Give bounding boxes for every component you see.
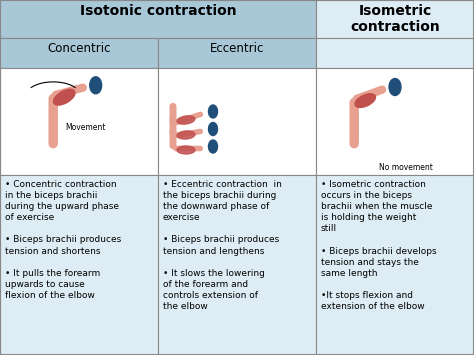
Bar <box>0 68 158 175</box>
Bar <box>0 38 158 68</box>
Ellipse shape <box>355 94 375 108</box>
Bar <box>0 175 158 355</box>
Ellipse shape <box>177 131 195 139</box>
Ellipse shape <box>389 78 401 95</box>
Text: Concentric: Concentric <box>47 42 111 55</box>
Text: Isometric
contraction: Isometric contraction <box>350 4 440 34</box>
Bar <box>316 68 474 175</box>
Text: Eccentric: Eccentric <box>210 42 264 55</box>
Bar <box>316 38 474 68</box>
Text: Isotonic contraction: Isotonic contraction <box>80 4 237 18</box>
Text: • Isometric contraction
occurs in the biceps
brachii when the muscle
is holding : • Isometric contraction occurs in the bi… <box>321 180 437 311</box>
FancyArrowPatch shape <box>56 88 83 95</box>
Bar <box>316 175 474 355</box>
Text: • Eccentric contraction  in
the biceps brachii during
the downward phase of
exer: • Eccentric contraction in the biceps br… <box>163 180 282 311</box>
Text: Movement: Movement <box>65 123 105 132</box>
Text: No movement: No movement <box>379 163 433 172</box>
Bar <box>158 175 316 355</box>
Ellipse shape <box>209 140 218 153</box>
Text: • Concentric contraction
in the biceps brachii
during the upward phase
of exerci: • Concentric contraction in the biceps b… <box>5 180 121 300</box>
Ellipse shape <box>90 77 101 94</box>
Ellipse shape <box>177 116 195 124</box>
Bar <box>158 38 316 68</box>
Bar <box>158 68 316 175</box>
FancyArrowPatch shape <box>176 114 201 122</box>
Ellipse shape <box>209 122 218 136</box>
Bar <box>0 0 316 38</box>
Ellipse shape <box>177 146 195 154</box>
FancyArrowPatch shape <box>176 131 200 136</box>
Bar <box>316 0 474 38</box>
Ellipse shape <box>54 89 75 105</box>
Ellipse shape <box>209 105 218 118</box>
FancyArrowPatch shape <box>357 90 382 99</box>
